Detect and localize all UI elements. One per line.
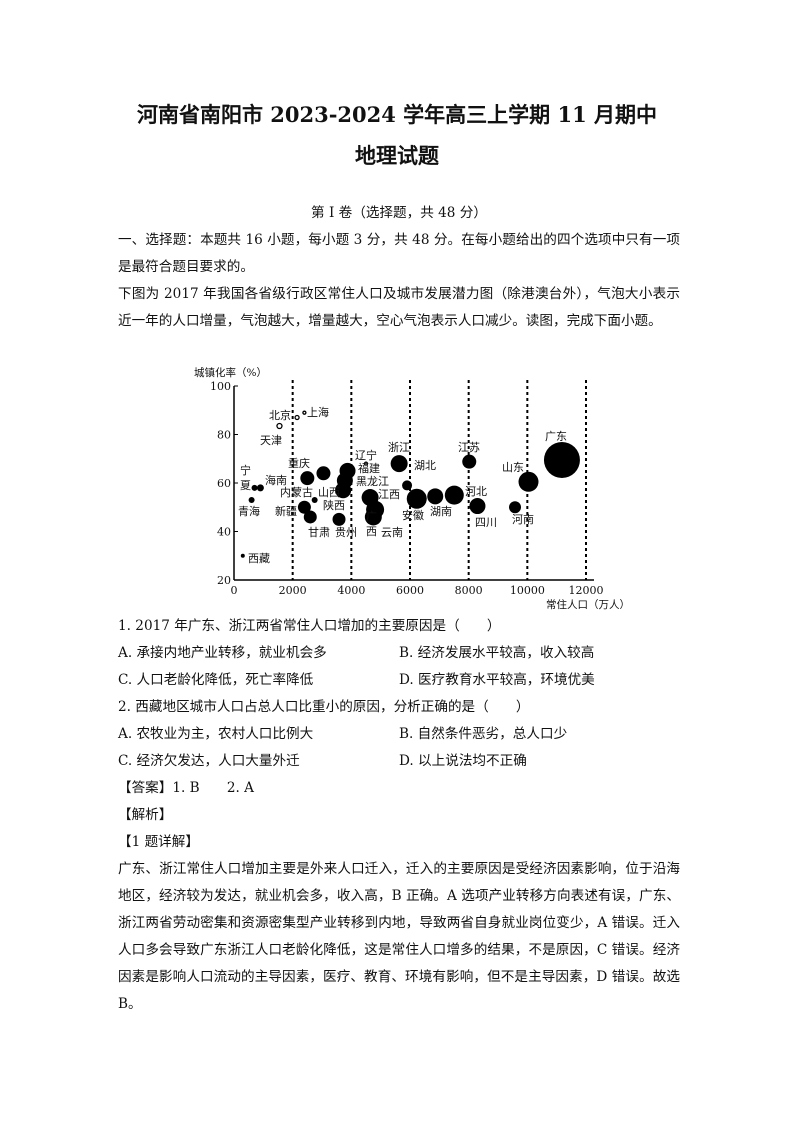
bubble-重庆 bbox=[300, 471, 315, 486]
document-title: 河南省南阳市 2023-2024 学年高三上学期 11 月期中 bbox=[136, 102, 658, 127]
bubble-安徽 bbox=[406, 488, 427, 509]
bubble-甘肃 bbox=[303, 510, 317, 524]
question-1-stem: 1. 2017 年广东、浙江两省常住人口增加的主要原因是（ ） bbox=[118, 618, 501, 634]
x-tick-label: 6000 bbox=[396, 584, 424, 597]
intro-text: 下图为 2017 年我国各省级行政区常住人口及城市发展潜力图（除港澳台外），气泡… bbox=[118, 286, 680, 329]
bubble-label: 广西 bbox=[366, 510, 377, 538]
bubble-湖北 bbox=[402, 480, 413, 491]
bubble-label: 宁夏 bbox=[240, 463, 251, 492]
bubble-label: 陕西 bbox=[323, 498, 345, 512]
bubble-西藏 bbox=[240, 553, 245, 558]
bubble-label: 福建 bbox=[358, 461, 380, 475]
detail-label: 【1 题详解】 bbox=[118, 834, 199, 850]
bubble-湖南 bbox=[427, 488, 444, 505]
bubble-label: 甘肃 bbox=[308, 526, 330, 539]
x-tick-label: 0 bbox=[231, 584, 238, 597]
y-tick-label: 20 bbox=[217, 574, 231, 587]
q1-option-d[interactable]: D. 医疗教育水平较高，环境优美 bbox=[399, 672, 595, 688]
bubble-label: 重庆 bbox=[288, 456, 310, 470]
bubble-浙江 bbox=[390, 455, 408, 473]
x-tick-label: 10000 bbox=[510, 584, 545, 597]
bubble-label: 河北 bbox=[465, 485, 487, 498]
answer-line: 【答案】1. B 2. A bbox=[118, 780, 254, 796]
bubble-label: 安徽 bbox=[402, 508, 424, 522]
questions: 1. 2017 年广东、浙江两省常住人口增加的主要原因是（ ） A. 承接内地产… bbox=[118, 613, 680, 1018]
x-tick-label: 4000 bbox=[337, 584, 365, 597]
bubble-label: 山西 bbox=[318, 486, 340, 499]
bubble-label: 浙江 bbox=[388, 441, 410, 454]
bubble-label: 湖南 bbox=[430, 505, 452, 518]
bubble-陕西 bbox=[335, 482, 352, 499]
bubble-label: 江西 bbox=[378, 488, 400, 501]
bubble-宁夏 bbox=[251, 484, 258, 491]
bubble-label: 海南 bbox=[265, 473, 287, 487]
q2-option-d[interactable]: D. 以上说法均不正确 bbox=[399, 753, 527, 769]
q2-option-b[interactable]: B. 自然条件恶劣，总人口少 bbox=[399, 726, 568, 742]
bubble-上海 bbox=[302, 410, 307, 415]
instruction-text: 一、选择题：本题共 16 小题，每小题 3 分，共 48 分。在每小题给出的四个… bbox=[118, 232, 680, 275]
bubble-江苏 bbox=[462, 454, 477, 469]
section-heading: 第 I 卷（选择题，共 48 分） bbox=[311, 205, 487, 221]
bubble-label: 新疆 bbox=[275, 504, 297, 518]
bubble-新疆 bbox=[297, 500, 311, 514]
x-tick-label: 2000 bbox=[279, 584, 307, 597]
bubble-河南 bbox=[509, 501, 522, 514]
bubble-label: 西藏 bbox=[248, 552, 270, 565]
detail-text: 广东、浙江常住人口增加主要是外来人口迁入，迁入的主要原因是受经济因素影响，位于沿… bbox=[118, 861, 680, 1012]
bubble-河北 bbox=[444, 485, 464, 505]
bubble-label: 黑龙江 bbox=[356, 475, 389, 488]
bubble-内蒙古 bbox=[316, 466, 331, 481]
x-tick-label: 8000 bbox=[455, 584, 483, 597]
q2-option-a[interactable]: A. 农牧业为主，农村人口比例大 bbox=[118, 726, 314, 742]
bubble-天津 bbox=[276, 422, 283, 430]
y-tick-label: 80 bbox=[217, 429, 231, 442]
bubble-label: 云南 bbox=[381, 526, 403, 539]
bubble-label: 湖北 bbox=[414, 459, 436, 472]
question-2-stem: 2. 西藏地区城市人口占总人口比重小的原因，分析正确的是（ ） bbox=[118, 699, 530, 715]
bubble-山东 bbox=[518, 471, 539, 492]
bubble-广东 bbox=[543, 441, 580, 478]
y-axis-label: 城镇化率（%） bbox=[194, 366, 267, 379]
bubble-辽宁 bbox=[363, 461, 369, 466]
document-subtitle: 地理试题 bbox=[355, 143, 439, 168]
bubble-山西 bbox=[311, 496, 318, 503]
bubble-label: 广东 bbox=[545, 430, 567, 443]
bubble-label: 辽宁 bbox=[355, 448, 377, 462]
analysis-label: 【解析】 bbox=[118, 807, 173, 823]
bubble-chart: 20 40 60 80 100 0 2000 4000 6000 8000 10000 12000 城镇… bbox=[194, 366, 628, 611]
bubble-label: 天津 bbox=[260, 434, 282, 447]
bubble-贵州 bbox=[332, 512, 346, 526]
bubble-北京 bbox=[294, 414, 300, 421]
bubble-青海 bbox=[248, 496, 255, 503]
section-intro: 第 I 卷（选择题，共 48 分） 一、选择题：本题共 16 小题，每小题 3 … bbox=[118, 200, 680, 335]
bubble-云南 bbox=[364, 508, 382, 526]
bubble-四川 bbox=[469, 498, 486, 515]
q1-option-a[interactable]: A. 承接内地产业转移，就业机会多 bbox=[118, 645, 327, 661]
bubble-label: 山东 bbox=[502, 461, 524, 474]
bubble-label: 四川 bbox=[475, 516, 497, 529]
bubble-label: 江苏 bbox=[458, 441, 480, 454]
x-axis-label: 常住人口（万人） bbox=[546, 598, 628, 611]
y-tick-label: 100 bbox=[210, 380, 231, 393]
q2-option-c[interactable]: C. 经济欠发达，人口大量外迁 bbox=[118, 753, 300, 769]
bubble-label: 北京 bbox=[269, 408, 291, 422]
y-tick-label: 40 bbox=[217, 526, 231, 539]
bubble-label: 河南 bbox=[512, 513, 534, 526]
bubble-label: 内蒙古 bbox=[280, 485, 313, 499]
bubble-label: 青海 bbox=[238, 504, 260, 518]
q1-option-b[interactable]: B. 经济发展水平较高，收入较高 bbox=[399, 645, 595, 661]
bubble-label: 贵州 bbox=[335, 526, 357, 539]
bubble-label: 上海 bbox=[307, 405, 329, 419]
x-tick-label: 12000 bbox=[569, 584, 604, 597]
bubble-海南 bbox=[256, 484, 264, 492]
q1-option-c[interactable]: C. 人口老龄化降低，死亡率降低 bbox=[118, 672, 314, 688]
y-tick-label: 60 bbox=[217, 477, 231, 490]
